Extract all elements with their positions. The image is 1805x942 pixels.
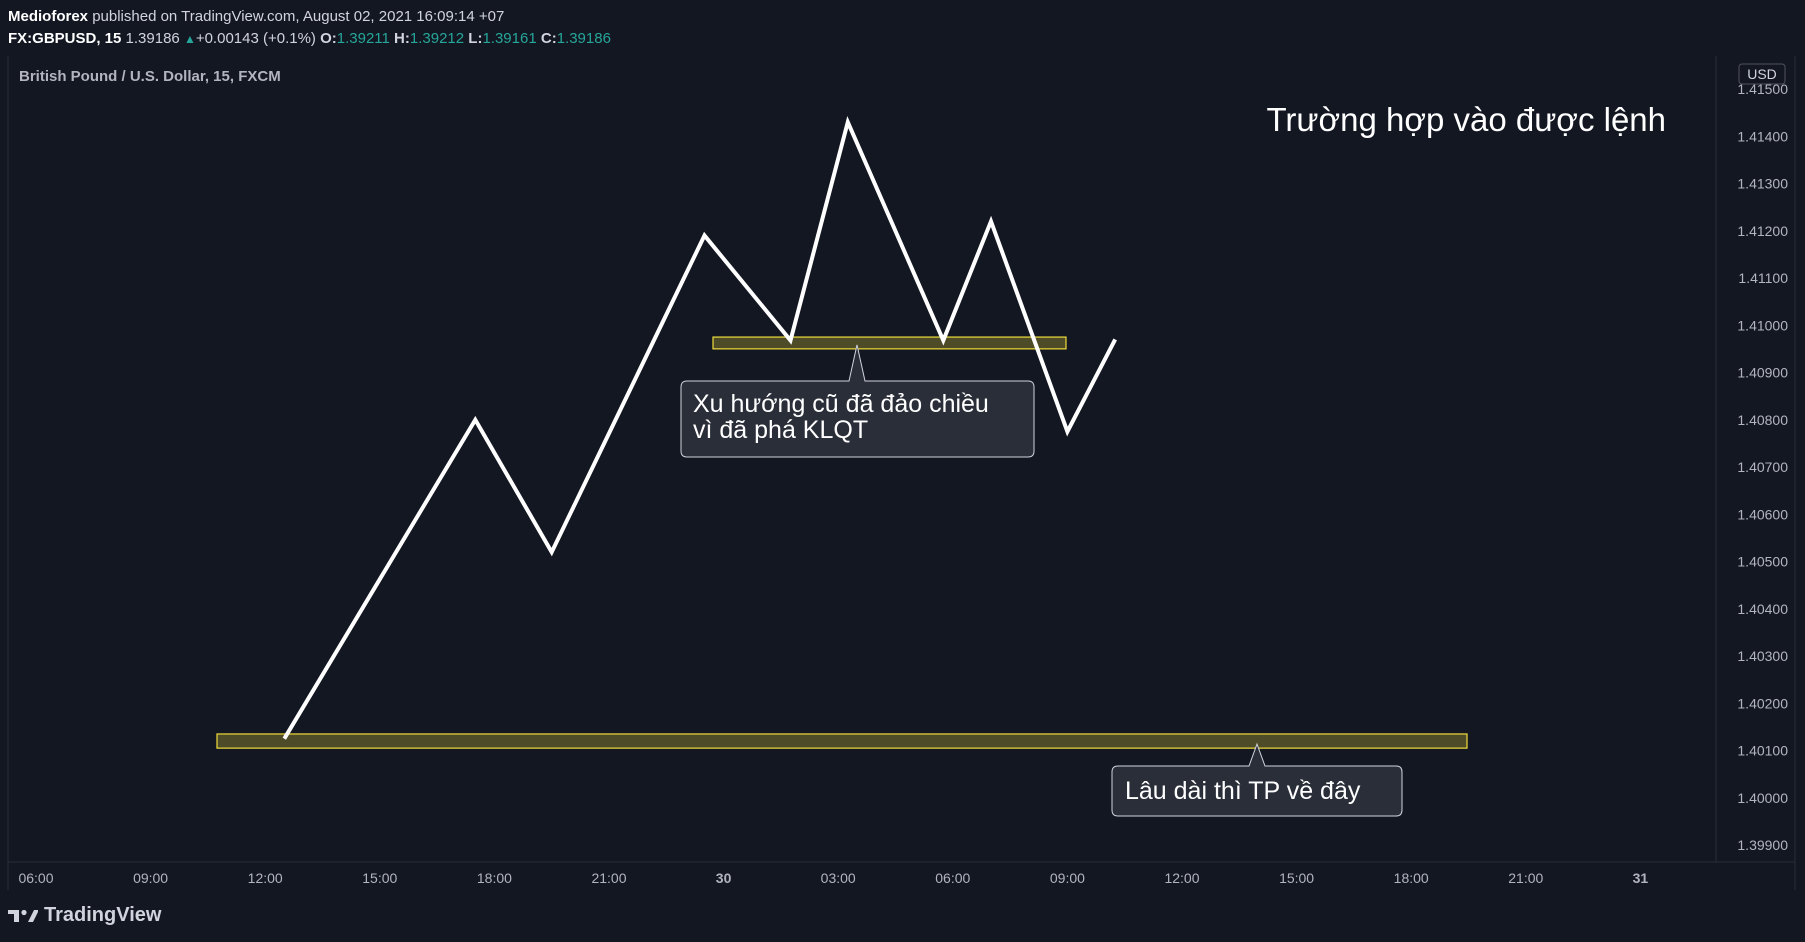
y-tick-label: 1.41300	[1737, 176, 1788, 192]
high-value: 1.39212	[409, 30, 465, 47]
y-tick-label: 1.40900	[1737, 365, 1788, 381]
low-value: 1.39161	[482, 30, 537, 47]
x-tick-label: 03:00	[821, 870, 856, 886]
price-line[interactable]	[282, 116, 1117, 740]
y-tick-label: 1.40800	[1737, 412, 1788, 428]
y-tick-label: 1.40400	[1737, 601, 1788, 617]
callout-tp-text: Lâu dài thì TP về đây	[1125, 777, 1361, 805]
y-tick-label: 1.40600	[1737, 506, 1788, 522]
x-tick-label: 15:00	[1279, 870, 1314, 886]
publish-text: published on TradingView.com, August 02,…	[92, 8, 505, 25]
y-tick-label: 1.39900	[1737, 837, 1788, 853]
tradingview-logo-text: TradingView	[44, 904, 162, 926]
x-tick-label: 31	[1633, 870, 1649, 886]
last-price: 1.39186	[125, 30, 180, 47]
open-label: O:	[320, 30, 337, 47]
x-tick-label: 06:00	[935, 870, 970, 886]
low-label: L:	[468, 30, 483, 47]
y-tick-label: 1.40200	[1737, 695, 1788, 711]
callout-reversal-text: vì đã phá KLQT	[693, 416, 868, 444]
tradingview-branding[interactable]: TradingView	[8, 904, 161, 927]
currency-badge-label: USD	[1747, 66, 1777, 82]
y-tick-label: 1.40500	[1737, 554, 1788, 570]
y-tick-label: 1.40700	[1737, 459, 1788, 475]
price-change: +0.00143 (+0.1%)	[195, 30, 316, 47]
callout-reversal-text: Xu hướng cũ đã đảo chiều	[693, 390, 989, 418]
publish-info: Medioforex published on TradingView.com,…	[8, 8, 504, 25]
open-value: 1.39211	[336, 30, 390, 47]
y-tick-label: 1.41000	[1737, 317, 1788, 333]
y-tick-label: 1.41400	[1737, 128, 1788, 144]
author-name[interactable]: Medioforex	[8, 8, 89, 25]
callout-reversal[interactable]	[680, 344, 1035, 458]
ohlc-legend: FX:GBPUSD, 15 1.39186 ▲+0.00143 (+0.1%) …	[8, 30, 611, 47]
long-term-tp-zone[interactable]	[216, 733, 1468, 749]
x-tick-label: 21:00	[591, 870, 626, 886]
x-tick-label: 06:00	[18, 870, 53, 886]
currency-badge[interactable]	[1738, 63, 1786, 85]
x-tick-label: 15:00	[362, 870, 397, 886]
tradingview-logo-icon	[8, 909, 38, 922]
chart-title: Trường hợp vào được lệnh	[1266, 101, 1666, 138]
x-tick-label: 09:00	[1050, 870, 1085, 886]
y-tick-label: 1.41100	[1738, 270, 1788, 286]
y-tick-label: 1.40300	[1737, 648, 1788, 664]
y-tick-label: 1.41200	[1737, 223, 1788, 239]
x-tick-label: 18:00	[1394, 870, 1429, 886]
y-tick-label: 1.40000	[1737, 790, 1788, 806]
x-tick-label: 12:00	[1164, 870, 1199, 886]
close-label: C:	[540, 30, 557, 47]
x-tick-label: 12:00	[248, 870, 283, 886]
y-tick-label: 1.40100	[1737, 743, 1788, 759]
callout-tp[interactable]	[1111, 742, 1403, 817]
high-label: H:	[394, 30, 410, 47]
close-value: 1.39186	[556, 30, 611, 47]
y-tick-label: 1.41500	[1737, 81, 1788, 97]
x-tick-label: 21:00	[1508, 870, 1543, 886]
instrument-label: British Pound / U.S. Dollar, 15, FXCM	[19, 68, 281, 85]
recent-support-zone[interactable]	[712, 336, 1067, 350]
up-arrow-icon: ▲	[183, 32, 196, 46]
x-tick-label: 09:00	[133, 870, 168, 886]
x-tick-label: 18:00	[477, 870, 512, 886]
symbol-label[interactable]: FX:GBPUSD, 15	[8, 30, 122, 47]
x-tick-label: 30	[716, 870, 732, 886]
